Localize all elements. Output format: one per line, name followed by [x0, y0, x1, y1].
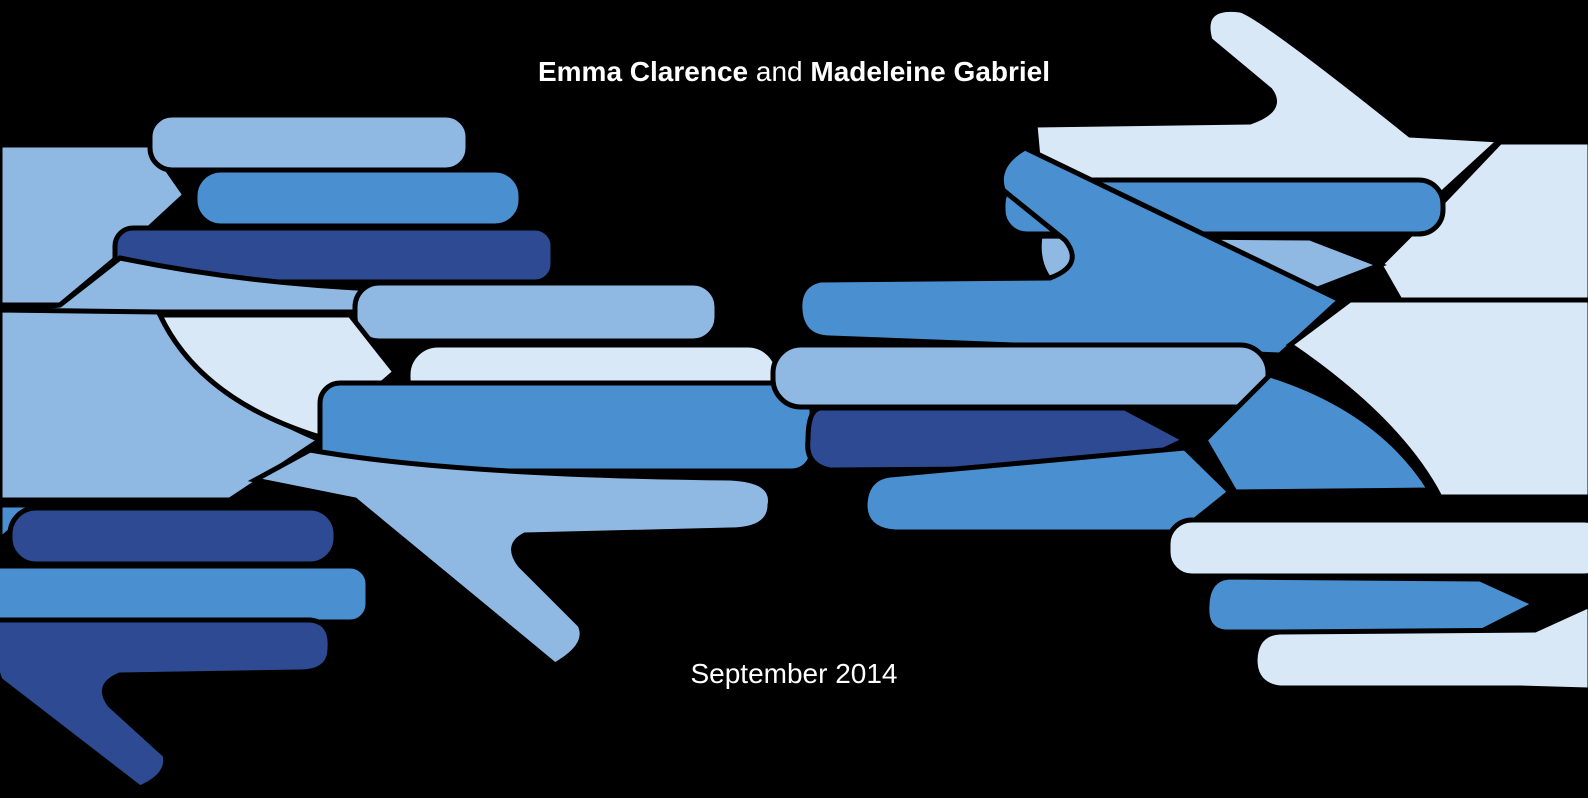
author-name: Madeleine Gabriel — [810, 56, 1050, 87]
hand-left-bottom — [0, 505, 368, 788]
author-name: Emma Clarence — [538, 56, 748, 87]
conjunction: and — [756, 56, 803, 87]
authors: Emma Clarence and Madeleine Gabriel — [0, 56, 1588, 88]
date: September 2014 — [0, 658, 1588, 690]
cover: Emma Clarence and Madeleine Gabriel Sept… — [0, 0, 1588, 798]
